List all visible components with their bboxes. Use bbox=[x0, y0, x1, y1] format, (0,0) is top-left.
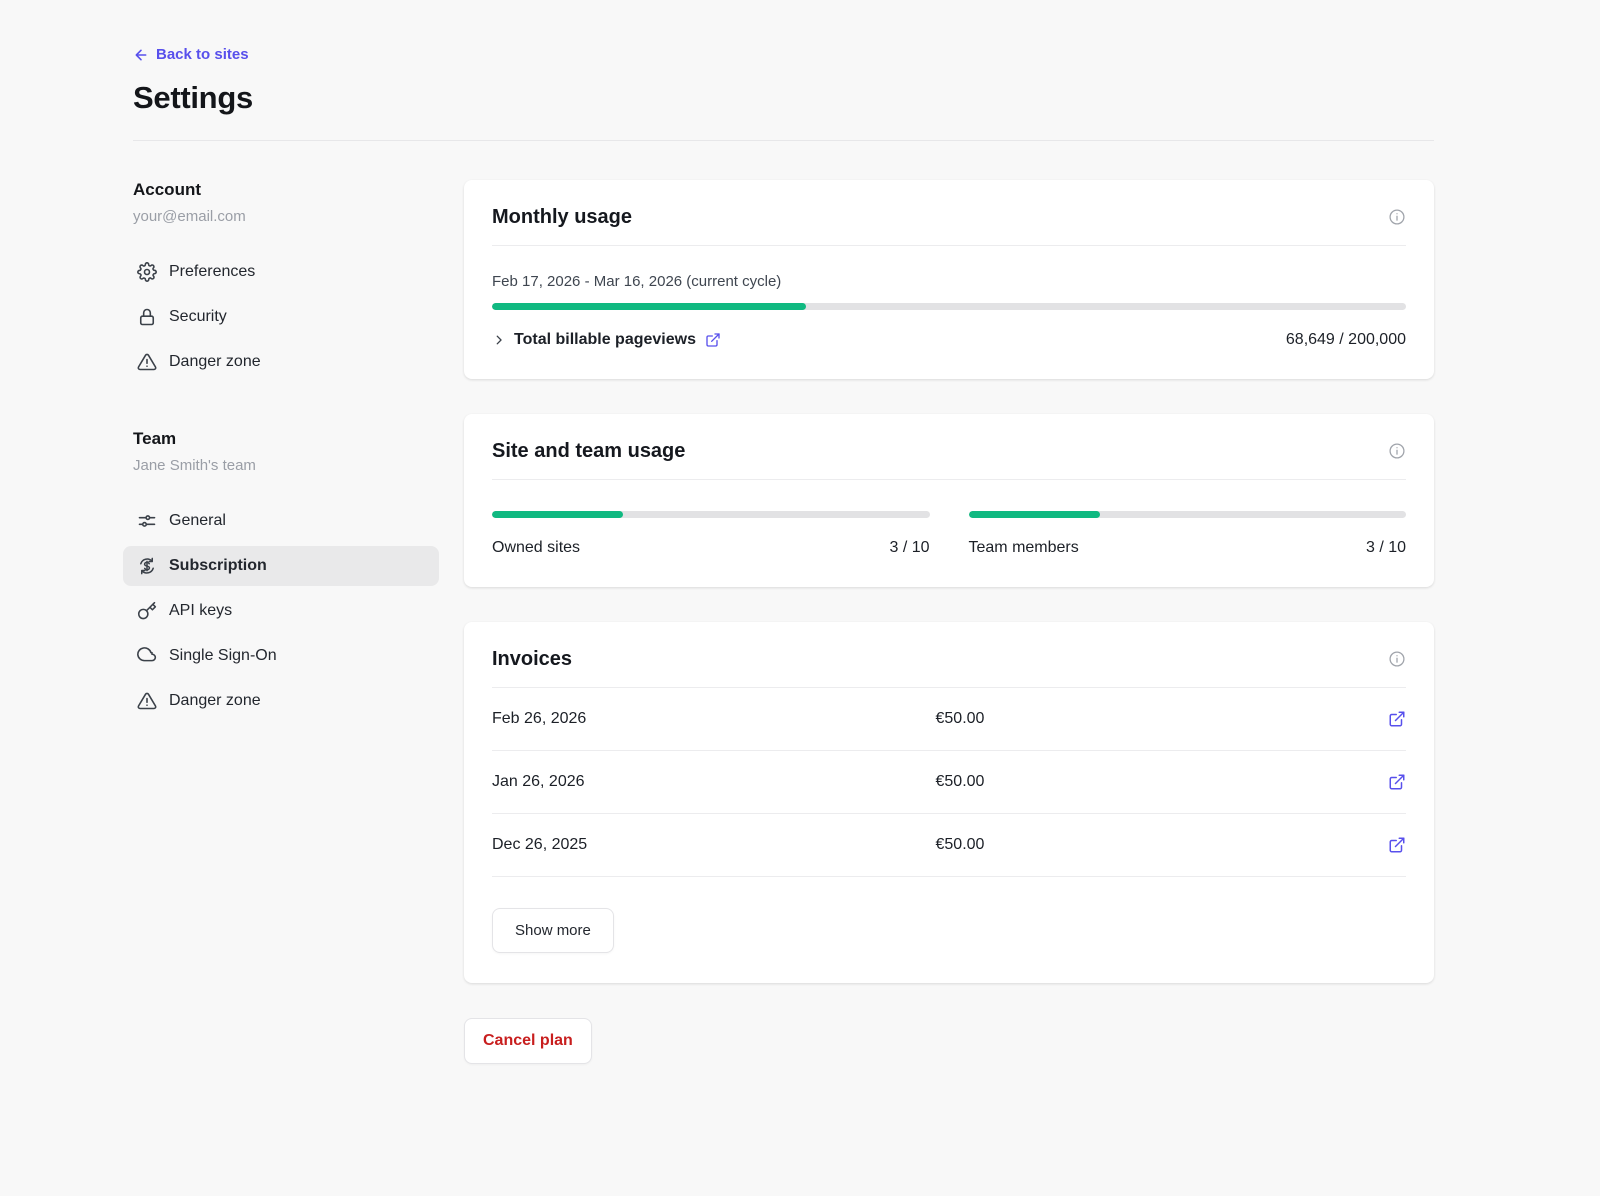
show-more-button[interactable]: Show more bbox=[492, 907, 614, 953]
sidebar-item-subscription[interactable]: Subscription bbox=[123, 545, 439, 586]
team-nav: General Subscription API keys bbox=[123, 501, 439, 721]
sidebar-section-team: Team Jane Smith's team General Subscript… bbox=[123, 429, 439, 721]
sidebar-item-label: Subscription bbox=[169, 556, 267, 574]
team-members-progress-fill bbox=[968, 510, 1100, 518]
sidebar-item-label: Security bbox=[169, 307, 227, 325]
card-divider bbox=[492, 244, 1406, 246]
warning-triangle-icon bbox=[137, 352, 157, 372]
pageviews-progress-fill bbox=[492, 302, 806, 310]
invoice-external-link-icon[interactable] bbox=[1388, 710, 1406, 728]
sidebar-item-security[interactable]: Security bbox=[123, 297, 439, 337]
key-icon bbox=[137, 601, 157, 621]
gear-icon bbox=[137, 261, 157, 282]
info-icon[interactable] bbox=[1388, 650, 1406, 668]
meter-value: 3 / 10 bbox=[889, 538, 930, 556]
invoice-row: Feb 26, 2026 €50.00 bbox=[492, 688, 1406, 751]
invoice-date: Dec 26, 2025 bbox=[492, 835, 588, 853]
cancel-plan-button[interactable]: Cancel plan bbox=[464, 1017, 592, 1064]
site-team-usage-card: Site and team usage Owned sites 3 / 10 bbox=[464, 413, 1434, 587]
team-name: Jane Smith's team bbox=[133, 456, 256, 474]
metric-label: Total billable pageviews bbox=[514, 330, 696, 348]
lock-icon bbox=[137, 307, 157, 327]
arrow-left-icon bbox=[133, 47, 149, 63]
card-divider bbox=[492, 686, 1406, 688]
sidebar-item-danger-zone-account[interactable]: Danger zone bbox=[123, 342, 439, 382]
monthly-usage-card: Monthly usage Feb 17, 2026 - Mar 16, 202… bbox=[464, 179, 1434, 379]
card-divider bbox=[492, 478, 1406, 480]
invoice-amount: €50.00 bbox=[935, 772, 985, 790]
invoice-amount: €50.00 bbox=[935, 835, 985, 853]
settings-main: Monthly usage Feb 17, 2026 - Mar 16, 202… bbox=[464, 179, 1434, 1124]
chevron-right-icon bbox=[492, 333, 506, 347]
invoice-date: Jan 26, 2026 bbox=[492, 772, 585, 790]
back-to-sites-link[interactable]: Back to sites bbox=[133, 46, 249, 63]
invoice-external-link-icon[interactable] bbox=[1388, 836, 1406, 854]
metric-value: 68,649 / 200,000 bbox=[1285, 330, 1406, 348]
meter-value: 3 / 10 bbox=[1365, 538, 1406, 556]
sidebar-item-general[interactable]: General bbox=[123, 501, 439, 541]
invoice-date: Feb 26, 2026 bbox=[492, 709, 587, 727]
invoice-external-link-icon[interactable] bbox=[1388, 773, 1406, 791]
meter-label: Team members bbox=[968, 538, 1079, 556]
cloud-icon bbox=[137, 646, 157, 666]
account-nav: Preferences Security Danger zone bbox=[123, 252, 439, 382]
owned-sites-progress-fill bbox=[492, 510, 624, 518]
info-icon[interactable] bbox=[1388, 208, 1406, 226]
header-divider bbox=[133, 139, 1434, 141]
settings-page: Back to sites Settings Account your@emai… bbox=[123, 0, 1434, 1124]
sidebar-section-account: Account your@email.com Preferences Secur… bbox=[123, 180, 439, 382]
sidebar-item-label: Danger zone bbox=[169, 691, 261, 709]
page-title: Settings bbox=[133, 79, 253, 115]
site-team-usage-title: Site and team usage bbox=[492, 439, 686, 462]
account-heading: Account bbox=[133, 179, 201, 199]
dollar-cycle-icon bbox=[137, 556, 157, 576]
sidebar-item-api-keys[interactable]: API keys bbox=[123, 591, 439, 631]
owned-sites-progress-bar bbox=[492, 510, 930, 518]
invoices-title: Invoices bbox=[492, 647, 573, 670]
billable-pageviews-row[interactable]: Total billable pageviews 68,649 / 200,00… bbox=[492, 331, 1406, 349]
sidebar-item-label: Preferences bbox=[169, 262, 256, 280]
meter-label: Owned sites bbox=[492, 538, 581, 556]
invoice-row: Dec 26, 2025 €50.00 bbox=[492, 814, 1406, 877]
invoice-row: Jan 26, 2026 €50.00 bbox=[492, 751, 1406, 814]
owned-sites-meter: Owned sites 3 / 10 bbox=[492, 510, 930, 557]
sidebar-item-label: General bbox=[169, 511, 226, 529]
info-icon[interactable] bbox=[1388, 442, 1406, 460]
back-link-label: Back to sites bbox=[156, 46, 249, 63]
sidebar-item-single-sign-on[interactable]: Single Sign-On bbox=[123, 636, 439, 676]
pageviews-progress-bar bbox=[492, 302, 1406, 310]
billing-cycle-label: Feb 17, 2026 - Mar 16, 2026 (current cyc… bbox=[492, 272, 782, 290]
monthly-usage-title: Monthly usage bbox=[492, 205, 633, 228]
sidebar-item-danger-zone-team[interactable]: Danger zone bbox=[123, 681, 439, 721]
invoices-card: Invoices Feb 26, 2026 €50.00 Jan 26, 202… bbox=[464, 621, 1434, 983]
warning-triangle-icon bbox=[137, 691, 157, 711]
team-members-meter: Team members 3 / 10 bbox=[968, 510, 1406, 557]
account-email: your@email.com bbox=[133, 207, 246, 225]
sidebar-item-label: Single Sign-On bbox=[169, 646, 277, 664]
sidebar-item-preferences[interactable]: Preferences bbox=[123, 252, 439, 292]
settings-sidebar: Account your@email.com Preferences Secur… bbox=[123, 180, 439, 726]
sliders-icon bbox=[137, 511, 157, 531]
team-members-progress-bar bbox=[968, 510, 1406, 518]
sidebar-item-label: Danger zone bbox=[169, 352, 261, 370]
external-link-icon[interactable] bbox=[705, 332, 721, 348]
invoice-amount: €50.00 bbox=[935, 709, 985, 727]
team-heading: Team bbox=[133, 428, 177, 448]
sidebar-item-label: API keys bbox=[169, 601, 233, 619]
